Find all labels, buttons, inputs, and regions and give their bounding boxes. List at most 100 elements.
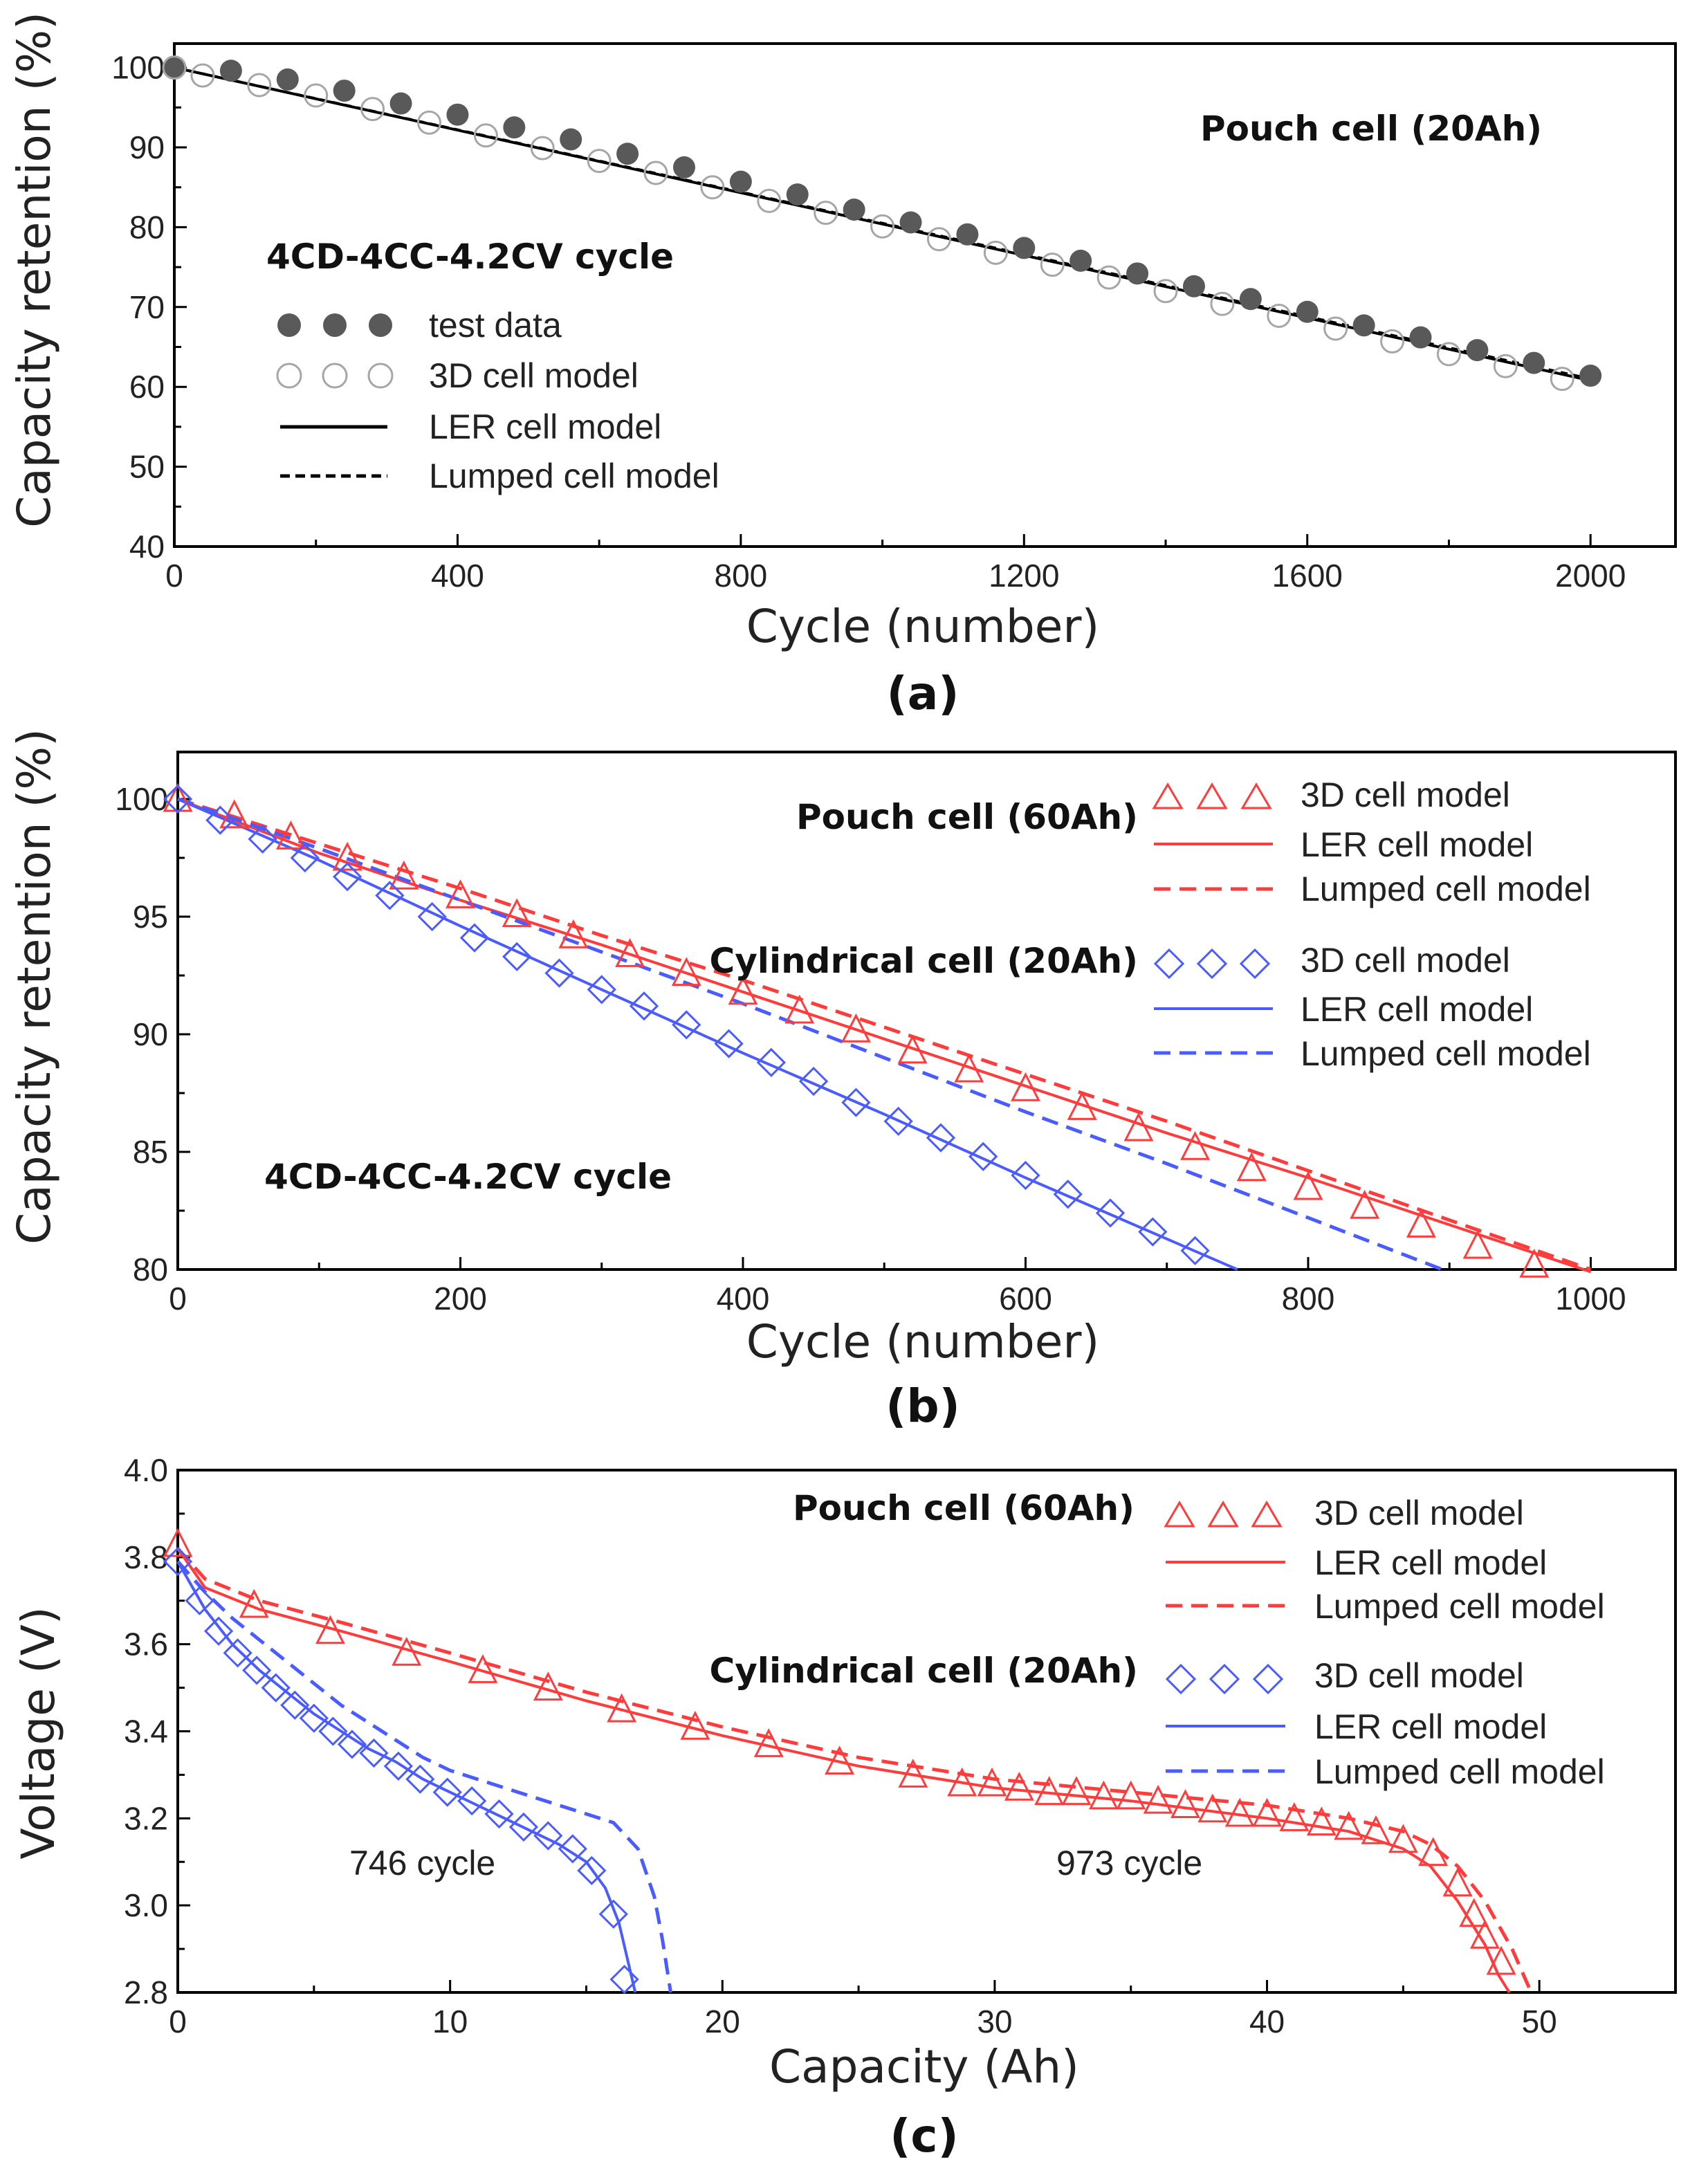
y-tick-label: 85 (133, 1134, 168, 1170)
series-point-pouch-3d-cell-model (1279, 1802, 1310, 1831)
series-point-3d-cell-model (757, 188, 782, 213)
chart-c-plot-area: 0 10 20 30 40 50 2.8 3.0 3.2 3.4 3.6 3.8 4.0 (124, 1452, 1677, 2039)
series-point-3d-cell-model (587, 149, 612, 174)
series-point-cylindrical-3d-cell-model (502, 942, 532, 971)
series-point-pouch-3d-cell-model (1011, 1072, 1040, 1101)
series-point-pouch-3d-cell-model (1462, 1229, 1493, 1259)
legend-a-test-data: test data (277, 306, 562, 345)
series-point-pouch-3d-cell-model (1519, 1248, 1550, 1278)
series-point-pouch-3d-cell-model (977, 1767, 1007, 1797)
legend-b-pouch-lumped: Lumped cell model (1154, 870, 1591, 908)
series-point-pouch-3d-cell-model (1486, 1945, 1516, 1975)
series-point-cylindrical-3d-cell-model (163, 784, 193, 814)
legend-marker-filled-circle (277, 313, 301, 337)
y-tick-label: 3.6 (124, 1626, 168, 1662)
series-point-pouch-3d-cell-model (315, 1615, 345, 1644)
series-point-cylindrical-3d-cell-model (926, 1123, 956, 1153)
series-point-pouch-3d-cell-model (1334, 1810, 1364, 1840)
series-point-test-data (1013, 237, 1036, 259)
legend-marker-filled-circle (369, 313, 392, 337)
series-point-pouch-3d-cell-model (1418, 1837, 1449, 1867)
series-point-pouch-3d-cell-model (954, 1053, 984, 1083)
y-tick-label: 3.4 (124, 1714, 168, 1750)
series-point-pouch-3d-cell-model (1061, 1776, 1092, 1806)
series-point-pouch-3d-cell-model (1170, 1789, 1200, 1818)
series-point-pouch-3d-cell-model (898, 1759, 928, 1788)
legend-b-pouch-ler: LER cell model (1154, 825, 1533, 864)
series-point-cylindrical-3d-cell-model (609, 1965, 639, 1995)
legend-label: 3D cell model (1314, 1656, 1524, 1695)
series-point-test-data (1523, 351, 1545, 374)
legend-b-pouch-3d: 3D cell model (1152, 776, 1510, 814)
legend-b-cyl-lumped: Lumped cell model (1154, 1034, 1591, 1073)
series-point-pouch-3d-cell-model (1088, 1780, 1119, 1810)
y-tick-label: 60 (129, 369, 165, 405)
series-point-pouch-3d-cell-model (1459, 1898, 1489, 1927)
series-point-cylindrical-3d-cell-model (203, 1616, 234, 1646)
series-point-test-data (1409, 326, 1432, 349)
series-point-cylindrical-3d-cell-model (163, 1547, 193, 1577)
series-point-test-data (503, 116, 526, 139)
legend-marker-open-circle (276, 363, 302, 389)
legend-b-cyl-ler: LER cell model (1154, 990, 1533, 1029)
series-point-pouch-3d-cell-model (1350, 1189, 1380, 1219)
legend-label: Lumped cell model (1314, 1752, 1605, 1791)
legend-a-ler-cell-model: LER cell model (280, 407, 661, 446)
legend-a-lumped-cell-model: Lumped cell model (280, 457, 719, 495)
y-tick-label: 100 (115, 781, 168, 817)
legend-marker-diamond (1165, 1663, 1284, 1695)
x-tick-label: 800 (1282, 1281, 1335, 1317)
x-tick-label: 400 (431, 558, 484, 594)
series-point-pouch-3d-cell-model (615, 938, 645, 967)
series-point-test-data (843, 199, 865, 221)
series-point-3d-cell-model (814, 201, 838, 226)
chart-c-group-label-pouch: Pouch cell (60Ah) (793, 1488, 1135, 1528)
series-point-pouch-3d-cell-model (1406, 1209, 1436, 1238)
series-point-pouch-3d-cell-model (558, 919, 589, 948)
series-point-3d-cell-model (1153, 279, 1178, 304)
legend-b-cyl-3d: 3D cell model (1153, 941, 1510, 980)
series-point-pouch-3d-cell-model (1004, 1772, 1034, 1801)
series-point-3d-cell-model (304, 83, 329, 108)
series-point-cylindrical-3d-cell-model (242, 1656, 272, 1685)
series-point-cylindrical-3d-cell-model (290, 843, 320, 873)
chart-c-panel-label: (c) (890, 2109, 958, 2163)
chart-c-legend: 3D cell model LER cell model Lumped cell… (1164, 1494, 1605, 1791)
series-point-test-data (1579, 365, 1602, 387)
series-point-3d-cell-model (360, 97, 385, 122)
chart-b-group-label-cylindrical: Cylindrical cell (20Ah) (710, 941, 1138, 981)
y-tick-label: 70 (129, 289, 165, 325)
series-point-cylindrical-3d-cell-model (318, 1716, 348, 1746)
legend-marker-open-circle (322, 363, 348, 389)
series-point-cylindrical-3d-cell-model (185, 1586, 214, 1615)
series-point-cylindrical-3d-cell-model (299, 1703, 329, 1733)
series-point-test-data (446, 103, 469, 126)
series-point-pouch-3d-cell-model (392, 1636, 422, 1666)
legend-label: 3D cell model (1301, 941, 1510, 980)
chart-c-y-axis-title: Voltage (V) (12, 1606, 65, 1859)
y-tick-label: 3.8 (124, 1539, 168, 1575)
y-tick-label: 100 (111, 50, 165, 86)
series-point-cylindrical-3d-cell-model (587, 975, 616, 1005)
series-point-pouch-3d-cell-model (1123, 1112, 1154, 1142)
series-point-pouch-3d-cell-model (1361, 1815, 1391, 1844)
chart-b: 0 200 400 600 800 1000 80 85 90 95 100 Capacity re… (8, 728, 1677, 1433)
series-point-pouch-3d-cell-model (533, 1671, 563, 1701)
series-point-cylindrical-3d-cell-model (577, 1855, 607, 1885)
legend-label: LER cell model (1301, 990, 1533, 1029)
y-tick-label: 95 (133, 899, 168, 935)
series-point-cylindrical-3d-cell-model (1095, 1198, 1126, 1228)
series-point-3d-cell-model (473, 123, 498, 148)
chart-a-plot-area: 0 400 800 1200 1600 2000 40 50 60 70 80 90 100 (111, 42, 1677, 594)
x-tick-label: 1000 (1555, 1281, 1626, 1317)
chart-a-cell-title: Pouch cell (20Ah) (1200, 109, 1542, 149)
series-point-test-data (956, 223, 979, 246)
series-point-3d-cell-model (1096, 265, 1121, 290)
x-tick-label: 0 (169, 2004, 187, 2039)
series-point-cylindrical-3d-cell-model (756, 1047, 786, 1077)
series-point-3d-cell-model (530, 136, 555, 161)
legend-label: LER cell model (1314, 1543, 1547, 1582)
series-point-test-data (672, 156, 695, 178)
chart-c: 0 10 20 30 40 50 2.8 3.0 3.2 3.4 3.6 3.8 4.0 Voltage… (12, 1452, 1677, 2163)
